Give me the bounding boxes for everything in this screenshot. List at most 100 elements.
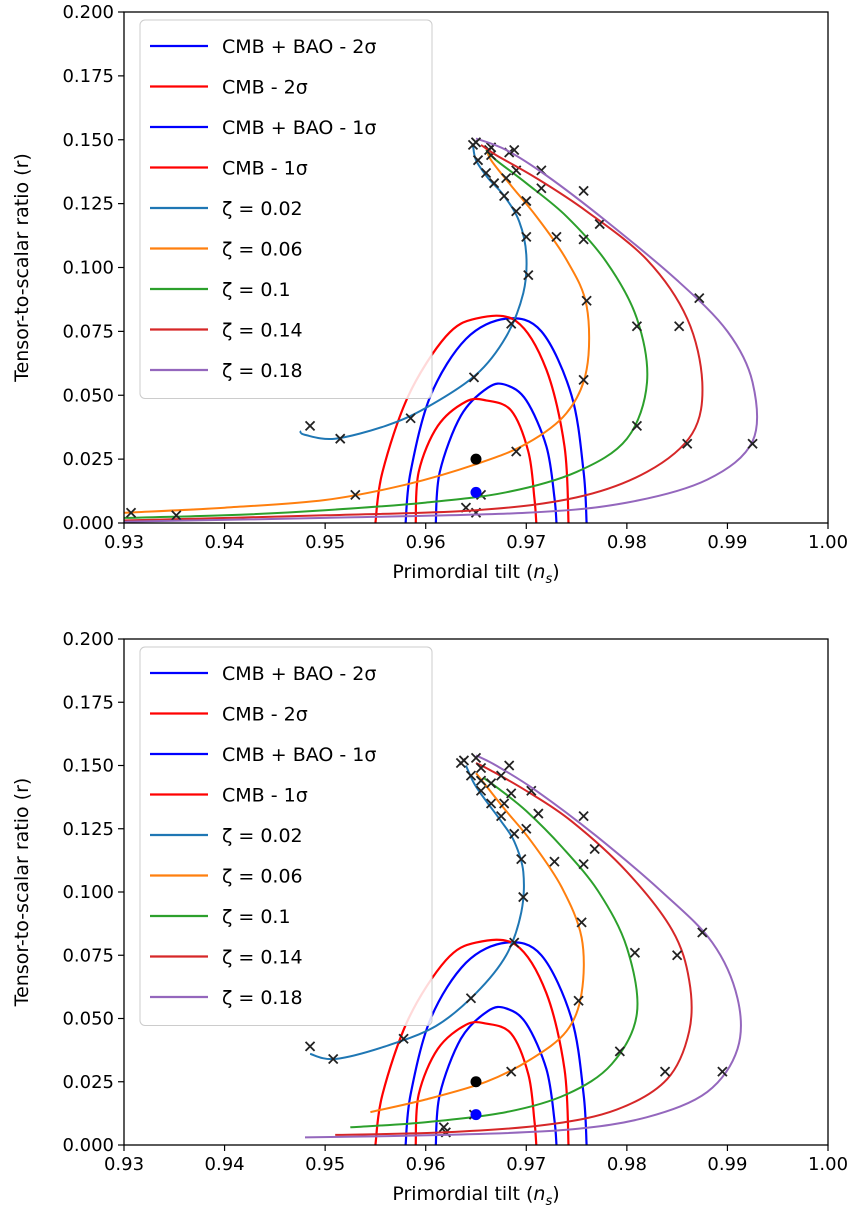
x-axis-label-text: Primordial tilt ( <box>392 561 533 583</box>
data-point <box>465 993 477 1004</box>
data-point <box>304 420 316 432</box>
data-point <box>674 321 685 332</box>
y-tick-label: 0.050 <box>62 385 114 406</box>
data-point <box>125 507 137 518</box>
data-point <box>496 810 507 822</box>
data-point <box>747 438 758 449</box>
data-point <box>480 167 492 179</box>
contour-line <box>374 314 570 523</box>
x-axis-label-n: n <box>533 1183 545 1205</box>
x-tick-label: 0.99 <box>707 532 747 553</box>
data-point <box>631 420 643 432</box>
center-point <box>470 1076 482 1088</box>
data-point <box>475 775 487 786</box>
data-point <box>521 231 532 242</box>
center-point <box>470 453 482 465</box>
data-point <box>485 798 497 809</box>
data-point <box>470 137 482 148</box>
chart-bottom: 0.93 0.94 0.95 0.96 0.97 0.98 0.99 1.00 0.000 0.0… <box>11 629 848 1209</box>
data-point <box>631 321 643 332</box>
data-point <box>455 757 467 769</box>
data-point <box>485 149 497 161</box>
data-point <box>516 853 527 865</box>
contour-line <box>434 382 558 523</box>
data-point <box>672 950 683 961</box>
plot-area <box>304 752 742 1145</box>
x-axis-label-sub: s <box>545 572 552 587</box>
data-point <box>694 293 705 304</box>
x-tick-label: 0.94 <box>205 532 245 553</box>
data-point <box>682 438 693 449</box>
legend-label: ζ = 0.06 <box>222 866 303 888</box>
y-tick-label: 0.000 <box>62 513 114 534</box>
legend-label: CMB - 2σ <box>222 704 308 726</box>
legend-label: ζ = 0.14 <box>222 320 303 342</box>
data-point <box>304 1041 316 1052</box>
data-point <box>521 195 532 207</box>
data-point <box>506 788 517 799</box>
series-line <box>304 754 742 1139</box>
data-point <box>488 178 500 189</box>
data-point <box>511 446 522 457</box>
x-tick-label: 0.98 <box>607 1154 647 1175</box>
x-tick-label: 0.96 <box>406 1154 446 1175</box>
y-tick-label: 0.175 <box>62 692 114 713</box>
data-point <box>496 770 507 781</box>
data-point <box>536 183 547 194</box>
x-axis-label: Primordial tilt (ns) <box>392 561 559 587</box>
x-axis-label-text: Primordial tilt ( <box>392 1183 533 1205</box>
data-point <box>475 785 487 796</box>
x-tick-label: 0.98 <box>607 532 647 553</box>
data-point <box>594 218 605 230</box>
data-point <box>506 318 517 329</box>
x-tick-label: 1.00 <box>808 532 848 553</box>
x-tick-label: 0.99 <box>707 1154 747 1175</box>
data-point <box>549 856 560 867</box>
x-axis-label-sub: s <box>545 1194 552 1209</box>
x-tick-label: 0.94 <box>205 1154 245 1175</box>
x-axis-label: Primordial tilt (ns) <box>392 1183 559 1209</box>
data-point <box>589 843 600 855</box>
legend: CMB + BAO - 2σ CMB - 2σ CMB + BAO - 1σ CMB … <box>139 646 433 1026</box>
data-point <box>578 859 589 870</box>
data-point <box>405 413 416 424</box>
legend-label: CMB + BAO - 2σ <box>222 663 376 685</box>
data-point <box>578 234 589 245</box>
x-tick-label: 1.00 <box>808 1154 848 1175</box>
data-point <box>659 1066 671 1077</box>
y-axis-label: Tensor-to-scalar ratio (r) <box>11 778 33 1008</box>
legend-label: CMB + BAO - 2σ <box>222 36 376 58</box>
legend-label: CMB - 1σ <box>222 158 308 180</box>
data-point <box>501 172 512 184</box>
data-point <box>521 823 532 834</box>
contour-line <box>404 941 588 1145</box>
data-point <box>472 155 484 166</box>
data-point <box>350 489 361 501</box>
contour-line <box>414 1020 538 1145</box>
x-tick-label: 0.93 <box>104 1154 144 1175</box>
y-tick-label: 0.125 <box>62 194 114 215</box>
legend-label: ζ = 0.18 <box>222 360 303 382</box>
x-axis-label-close: ) <box>552 561 559 583</box>
data-point <box>509 937 520 948</box>
data-point <box>511 206 522 217</box>
data-point <box>509 144 520 156</box>
legend-label: ζ = 0.14 <box>222 947 303 969</box>
data-point <box>468 372 480 383</box>
data-point <box>573 995 584 1006</box>
data-point <box>470 752 482 764</box>
y-tick-label: 0.100 <box>62 882 114 903</box>
x-tick-label: 0.95 <box>305 1154 345 1175</box>
chart-top: 0.93 0.94 0.95 0.96 0.97 0.98 0.99 1.00 0.000 0.0… <box>11 2 848 587</box>
data-point <box>485 778 497 789</box>
data-point <box>398 1033 409 1044</box>
legend-box <box>139 646 433 1026</box>
data-point <box>328 1053 339 1065</box>
series-line <box>309 765 525 1061</box>
data-point <box>551 231 562 242</box>
data-point <box>578 374 589 386</box>
y-axis-label: Tensor-to-scalar ratio (r) <box>11 153 33 383</box>
data-point <box>499 190 510 202</box>
legend-label: ζ = 0.1 <box>222 279 291 301</box>
legend-label: ζ = 0.02 <box>222 198 303 220</box>
